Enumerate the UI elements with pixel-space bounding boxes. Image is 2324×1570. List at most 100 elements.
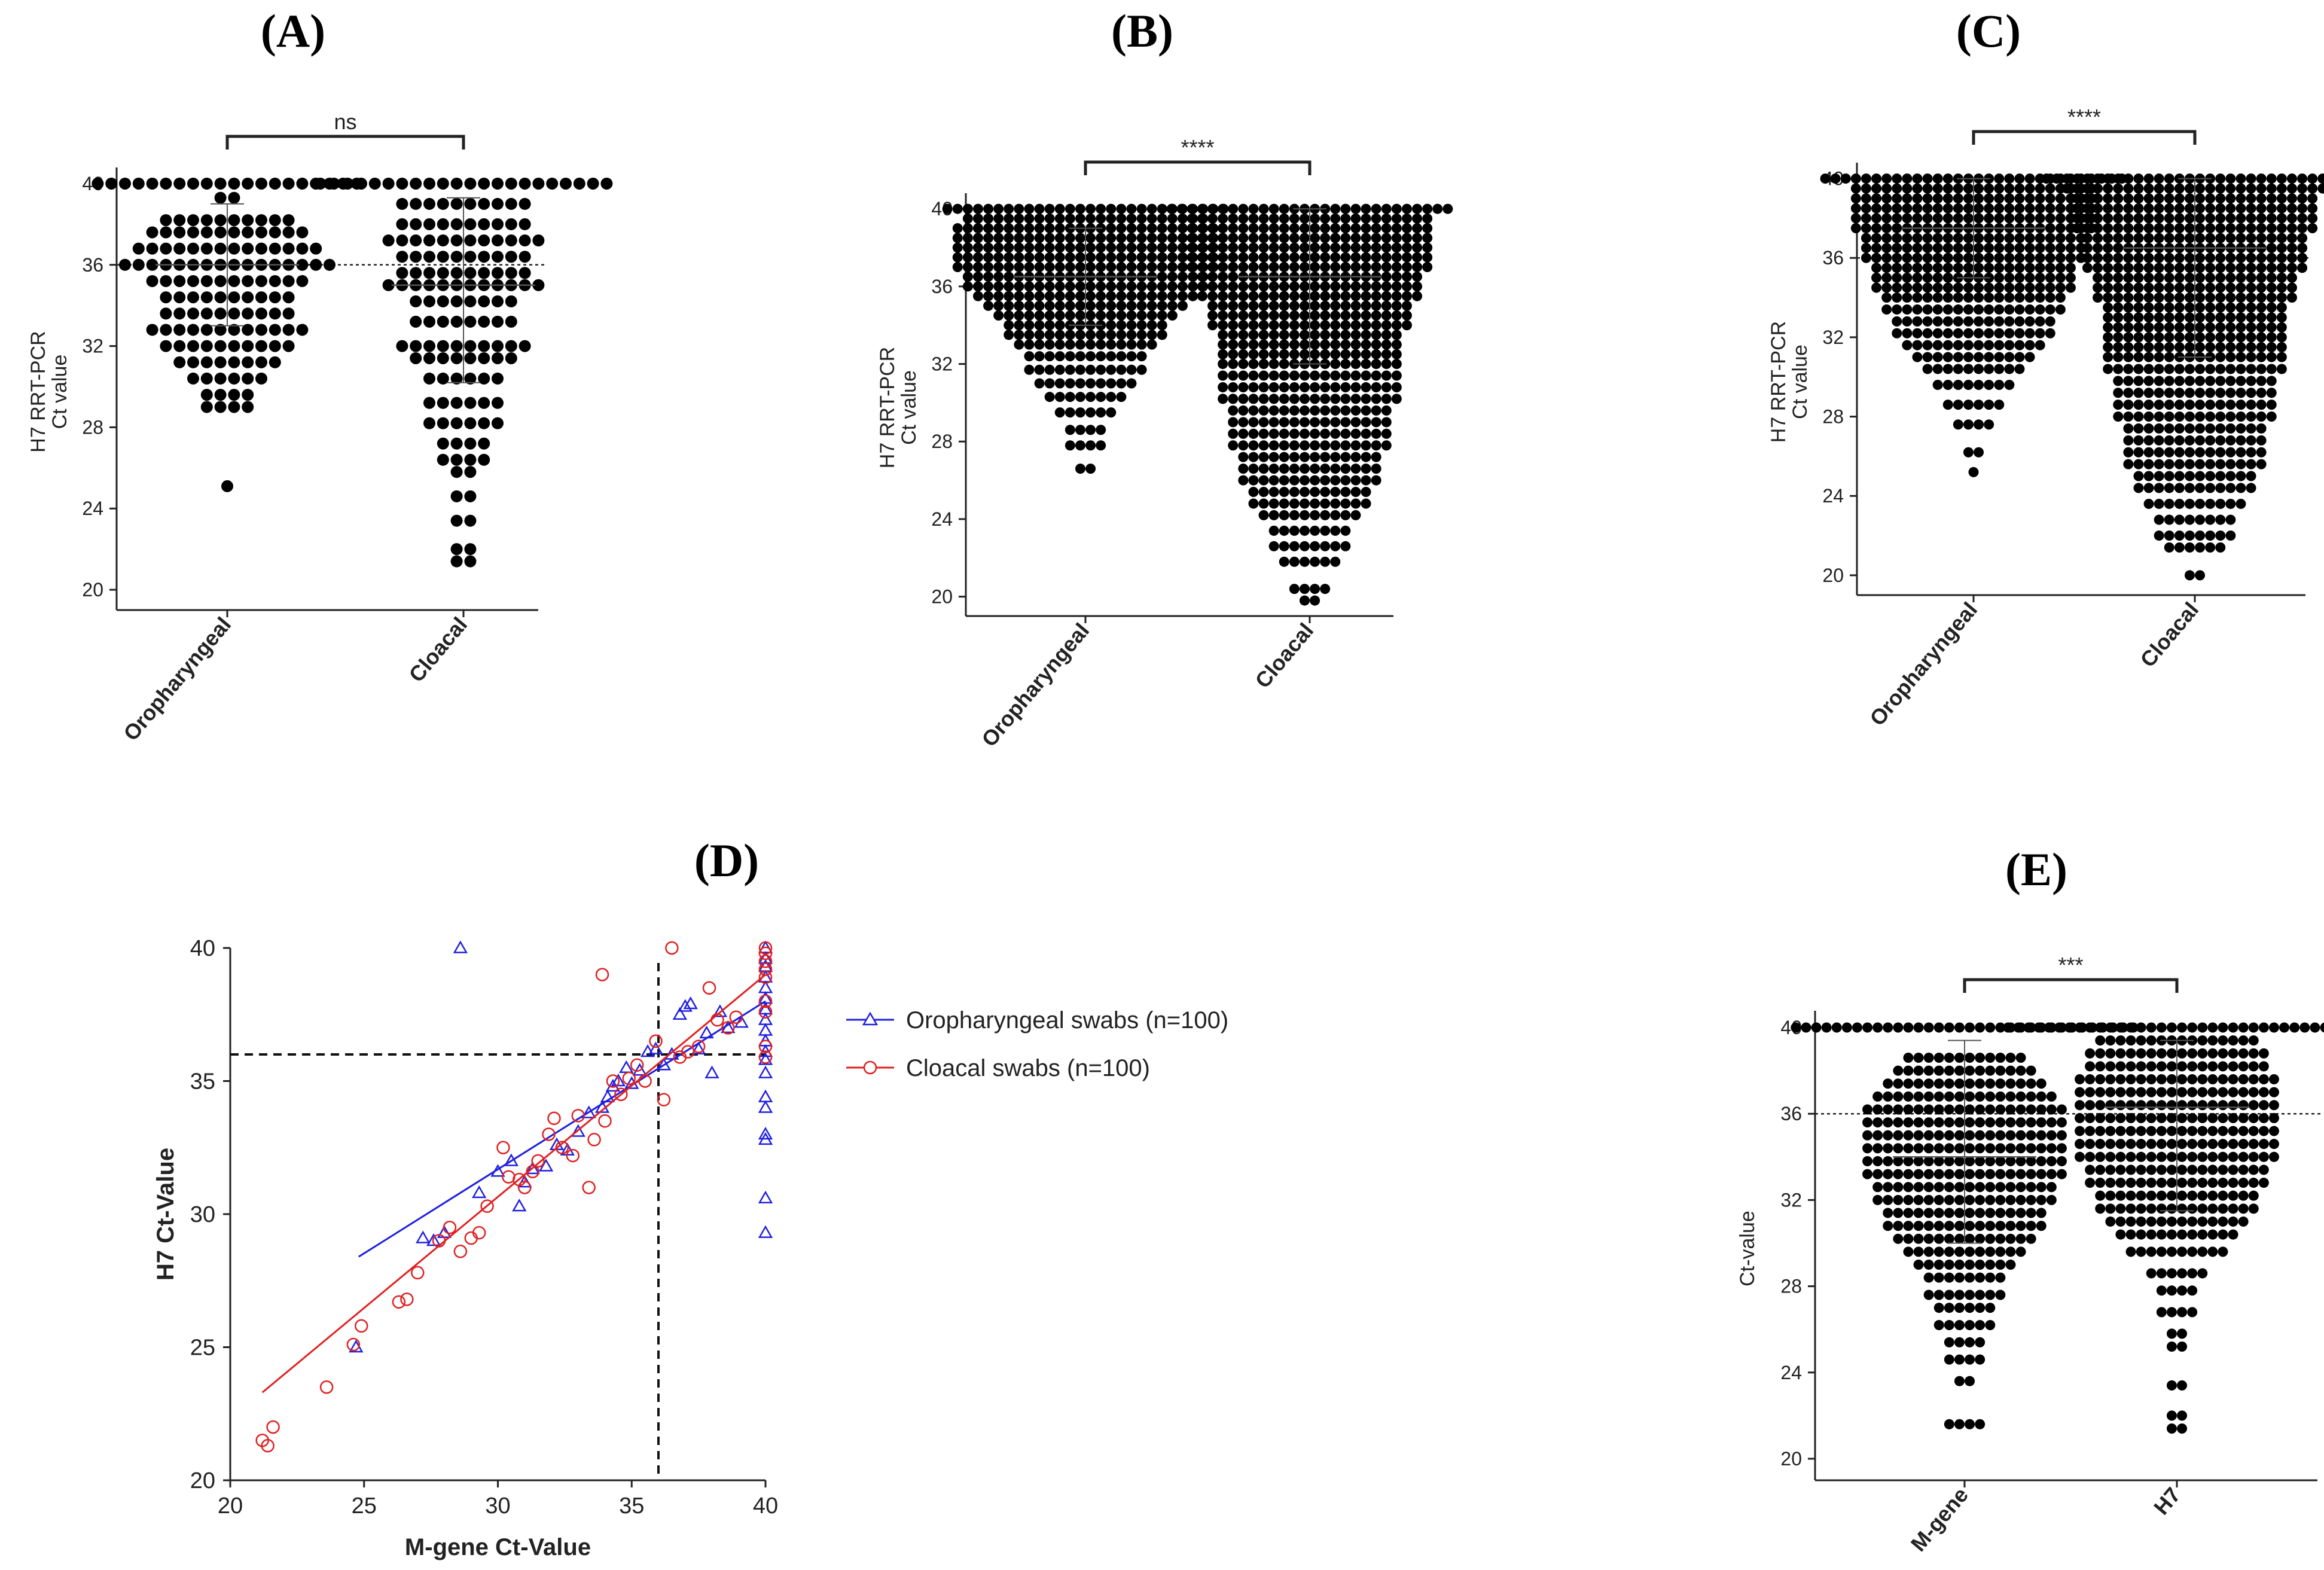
data-point	[1340, 382, 1351, 392]
data-point	[2297, 183, 2308, 194]
data-point	[1279, 300, 1289, 311]
data-point	[1861, 243, 1871, 254]
data-point	[1841, 1022, 1852, 1033]
data-point	[2258, 1112, 2269, 1123]
data-point	[2105, 1164, 2116, 1175]
data-point	[2225, 222, 2236, 233]
data-point	[1320, 464, 1331, 474]
data-point	[1320, 261, 1331, 272]
data-point	[1116, 351, 1127, 362]
data-point	[1881, 243, 1892, 254]
data-point	[1391, 261, 1402, 272]
data-point	[1085, 203, 1096, 214]
data-point	[758, 941, 773, 955]
data-point	[1381, 330, 1392, 340]
data-point	[2166, 1190, 2177, 1201]
data-point	[269, 340, 281, 352]
data-point	[464, 177, 477, 190]
data-point	[1065, 392, 1075, 403]
data-point	[1320, 584, 1331, 595]
data-point	[2093, 272, 2103, 283]
data-point	[1248, 310, 1259, 321]
data-point	[1933, 1194, 1944, 1205]
data-point	[2133, 292, 2144, 303]
data-point	[2105, 1178, 2116, 1188]
data-point	[1044, 261, 1055, 272]
data-point	[1258, 281, 1269, 292]
data-point	[1871, 213, 1882, 224]
data-point	[1923, 1078, 1934, 1089]
data-point	[450, 177, 463, 190]
data-point	[1228, 417, 1239, 428]
data-point	[2205, 471, 2216, 481]
data-point	[1913, 1104, 1924, 1115]
data-point	[2164, 471, 2174, 481]
data-point	[1034, 364, 1045, 375]
data-point	[2154, 263, 2164, 273]
data-point	[983, 300, 994, 311]
data-point	[2113, 193, 2124, 204]
data-point	[2184, 531, 2195, 541]
data-point	[983, 223, 994, 234]
data-point	[2225, 312, 2236, 323]
data-point	[1953, 243, 1963, 254]
y-axis-title: Ct value	[1789, 345, 1811, 419]
data-point	[1279, 556, 1289, 567]
data-point	[1289, 213, 1300, 224]
data-point	[1340, 475, 1351, 486]
data-point	[1850, 203, 1861, 214]
data-point	[1096, 213, 1106, 224]
data-point	[2256, 447, 2267, 458]
data-point	[2004, 263, 2015, 273]
data-point	[1965, 1354, 1975, 1365]
data-point	[2197, 1164, 2208, 1175]
data-point	[1933, 1130, 1944, 1141]
data-point	[1995, 1022, 2006, 1033]
x-tick-label: 35	[619, 1493, 644, 1519]
data-point	[2113, 342, 2124, 352]
data-point	[2268, 1100, 2279, 1111]
data-point	[1922, 263, 1933, 273]
data-point	[1228, 359, 1239, 370]
data-point	[2146, 1151, 2157, 1162]
significance-label: ***	[2058, 953, 2083, 977]
data-point	[1238, 464, 1249, 474]
data-point	[1157, 330, 1167, 340]
data-point	[2246, 193, 2256, 204]
data-point	[1871, 193, 1882, 204]
data-point	[1883, 1208, 1893, 1218]
data-point	[2146, 1061, 2157, 1072]
data-point	[2154, 447, 2164, 458]
data-point	[1985, 1104, 1996, 1115]
data-point	[2225, 342, 2236, 352]
data-point	[2095, 1151, 2106, 1162]
data-point	[255, 324, 267, 336]
data-point	[962, 281, 973, 292]
data-point	[1330, 382, 1341, 392]
data-point	[2174, 282, 2185, 293]
data-point	[1330, 252, 1341, 263]
data-point	[269, 226, 281, 239]
data-point	[1361, 242, 1371, 253]
data-point	[1944, 1233, 1954, 1244]
data-point	[2197, 1126, 2208, 1136]
data-point	[1350, 405, 1361, 416]
data-point	[2024, 272, 2035, 283]
data-point	[2187, 1216, 2198, 1227]
data-point	[2195, 233, 2206, 243]
data-point	[1965, 1208, 1975, 1218]
data-point	[2123, 423, 2134, 434]
data-point	[1932, 379, 1943, 390]
data-point	[2143, 423, 2154, 434]
data-point	[1146, 203, 1157, 214]
data-point	[1974, 233, 1984, 243]
data-point	[2095, 1087, 2106, 1098]
data-point	[983, 272, 994, 282]
data-point	[2035, 340, 2045, 350]
data-point	[1218, 242, 1228, 253]
data-point	[2146, 1087, 2157, 1098]
data-point	[1944, 1303, 1954, 1313]
data-point	[2228, 1151, 2238, 1162]
data-point	[2248, 1061, 2259, 1072]
data-point	[2218, 1074, 2228, 1085]
